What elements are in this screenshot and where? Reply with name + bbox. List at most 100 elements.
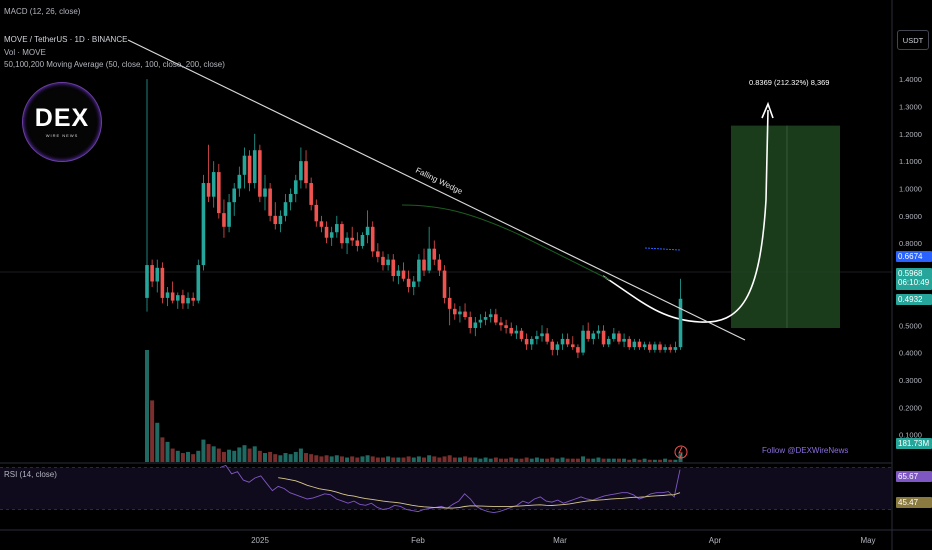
volume-bar — [422, 457, 427, 462]
candle-body — [278, 215, 283, 225]
candle-body — [576, 347, 580, 353]
volume-bar — [283, 453, 288, 462]
moving-average-line — [401, 204, 611, 281]
time-tick-label: May — [860, 536, 875, 545]
currency-selector[interactable]: USDT — [897, 30, 929, 50]
candle-body — [653, 344, 657, 350]
candle-body — [283, 202, 288, 216]
price-tick-label: 1.1000 — [899, 157, 922, 166]
volume-bar — [278, 455, 283, 462]
volume-bar — [498, 458, 503, 462]
volume-bar — [416, 456, 421, 462]
candle-body — [499, 322, 503, 326]
volume-bar — [329, 456, 334, 462]
volume-bar — [201, 439, 206, 462]
price-tick-label: 0.9000 — [899, 212, 922, 221]
rsi-badge: 65.67 — [896, 471, 932, 482]
candle-body — [427, 248, 431, 271]
candle-body — [150, 265, 154, 282]
alert-icon — [674, 445, 688, 459]
volume-bar — [247, 448, 252, 462]
volume-bar — [180, 453, 185, 462]
volume-bar — [324, 455, 329, 462]
candle-body — [406, 278, 411, 287]
volume-bar — [468, 457, 473, 462]
volume-bar — [406, 456, 411, 462]
macd-legend[interactable]: MACD (12, 26, close) — [4, 7, 81, 16]
candle-body — [637, 341, 642, 348]
candle-body — [411, 281, 416, 287]
volume-bar — [232, 450, 237, 462]
volume-bar — [298, 448, 303, 462]
candle-body — [596, 330, 601, 334]
candle-body — [591, 333, 596, 339]
ma-legend[interactable]: 50,100,200 Moving Average (50, close, 10… — [4, 60, 225, 69]
volume-bar — [288, 454, 293, 462]
candle-body — [299, 161, 303, 181]
price-tick-label: 0.3000 — [899, 376, 922, 385]
volume-bar — [345, 457, 350, 462]
candle-body — [447, 297, 452, 309]
candle-body — [663, 347, 667, 350]
price-tick-label: 0.5000 — [899, 321, 922, 330]
rsi-legend[interactable]: RSI (14, close) — [4, 470, 57, 479]
candle-body — [242, 155, 247, 175]
volume-bar — [365, 455, 370, 462]
candle-body — [268, 188, 272, 216]
candle-body — [340, 224, 344, 244]
volume-bar — [396, 457, 401, 462]
volume-bar — [663, 458, 668, 462]
volume-bar — [375, 457, 380, 462]
candle-body — [668, 347, 673, 350]
volume-bar — [262, 453, 267, 462]
candle-body — [463, 311, 467, 318]
rsi-line — [219, 464, 681, 514]
falling-wedge-trendline — [127, 39, 746, 341]
volume-bar — [237, 447, 242, 462]
candle-body — [673, 347, 678, 350]
volume-bar — [570, 458, 575, 462]
logo-subtext: WIRE NEWS — [45, 133, 79, 138]
volume-bar — [611, 458, 616, 462]
candle-body — [391, 259, 396, 277]
candle-body — [612, 333, 616, 339]
candle-body — [617, 333, 621, 342]
volume-bar — [160, 437, 165, 462]
volume-bar — [581, 456, 586, 462]
volume-bar — [504, 458, 509, 462]
candle-body — [196, 265, 201, 301]
volume-bar — [355, 457, 360, 462]
volume-bar — [211, 446, 216, 462]
rsi-ma-line — [278, 477, 681, 509]
volume-bar — [293, 451, 298, 462]
volume-bar — [309, 454, 314, 462]
candle-body — [263, 188, 267, 197]
candle-body — [550, 341, 555, 350]
volume-bar — [673, 459, 678, 462]
candle-body — [422, 259, 426, 271]
volume-bar — [637, 459, 642, 462]
candle-body — [145, 265, 149, 298]
symbol-title[interactable]: MOVE / TetherUS · 1D · BINANCE — [4, 35, 128, 44]
candle-body — [324, 226, 329, 238]
candle-body — [222, 213, 226, 227]
volume-bar — [534, 457, 539, 462]
candle-body — [606, 338, 611, 345]
volume-legend[interactable]: Vol · MOVE — [4, 48, 46, 57]
time-tick-label: 2025 — [251, 536, 269, 545]
candle-body — [442, 270, 447, 298]
candle-body — [319, 221, 324, 227]
volume-bar — [319, 456, 324, 462]
volume-bar — [658, 459, 662, 462]
volume-bar — [165, 441, 170, 462]
candle-body — [601, 330, 606, 345]
volume-bar — [442, 456, 447, 462]
price-tick-label: 0.4000 — [899, 349, 922, 358]
volume-bar — [519, 458, 524, 462]
volume-bar — [545, 458, 550, 462]
target-label: 0.8369 (212.32%) 8,369 — [749, 78, 829, 87]
volume-bar — [432, 456, 437, 462]
volume-bar — [473, 457, 478, 462]
volume-bar — [529, 458, 534, 462]
